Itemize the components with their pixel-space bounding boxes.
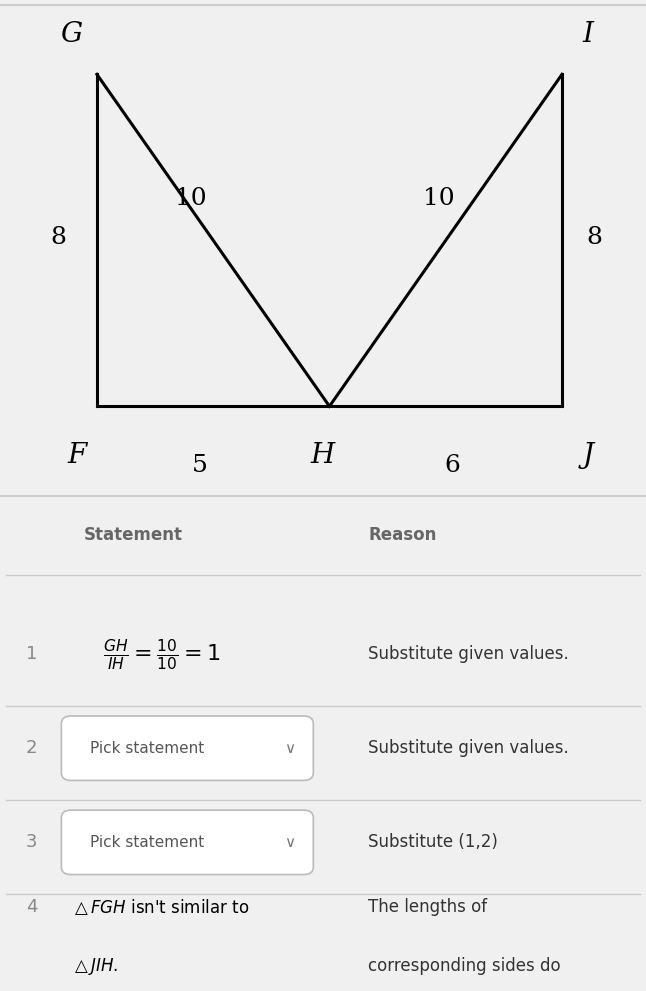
- FancyBboxPatch shape: [61, 811, 313, 875]
- FancyBboxPatch shape: [61, 716, 313, 781]
- Text: 2: 2: [26, 739, 37, 757]
- Text: G: G: [60, 21, 82, 49]
- Text: $\triangle\mathit{FGH}$ isn't similar to: $\triangle\mathit{FGH}$ isn't similar to: [71, 897, 249, 917]
- Text: F: F: [68, 442, 87, 470]
- Text: 8: 8: [50, 226, 66, 250]
- Text: 10: 10: [175, 186, 206, 210]
- Text: ∨: ∨: [284, 740, 295, 756]
- Text: Statement: Statement: [84, 526, 183, 544]
- Text: Substitute given values.: Substitute given values.: [368, 645, 569, 663]
- Text: 5: 5: [193, 454, 208, 478]
- Text: Reason: Reason: [368, 526, 437, 544]
- Text: 6: 6: [444, 454, 460, 478]
- Text: 8: 8: [587, 226, 602, 250]
- Text: Pick statement: Pick statement: [90, 834, 205, 850]
- Text: The lengths of: The lengths of: [368, 898, 487, 916]
- Text: ∨: ∨: [284, 834, 295, 850]
- Text: I: I: [582, 21, 594, 49]
- Text: 4: 4: [26, 898, 37, 916]
- Text: Substitute (1,2): Substitute (1,2): [368, 833, 498, 851]
- Text: J: J: [582, 442, 594, 470]
- Text: $\frac{GH}{IH} = \frac{10}{10} = 1$: $\frac{GH}{IH} = \frac{10}{10} = 1$: [103, 636, 222, 672]
- Text: corresponding sides do: corresponding sides do: [368, 957, 561, 975]
- Text: Pick statement: Pick statement: [90, 740, 205, 756]
- Text: Substitute given values.: Substitute given values.: [368, 739, 569, 757]
- Text: $\triangle\mathit{JIH}$.: $\triangle\mathit{JIH}$.: [71, 955, 118, 977]
- Text: 3: 3: [26, 833, 37, 851]
- Text: 10: 10: [424, 186, 455, 210]
- Text: 1: 1: [26, 645, 37, 663]
- Text: H: H: [311, 442, 335, 470]
